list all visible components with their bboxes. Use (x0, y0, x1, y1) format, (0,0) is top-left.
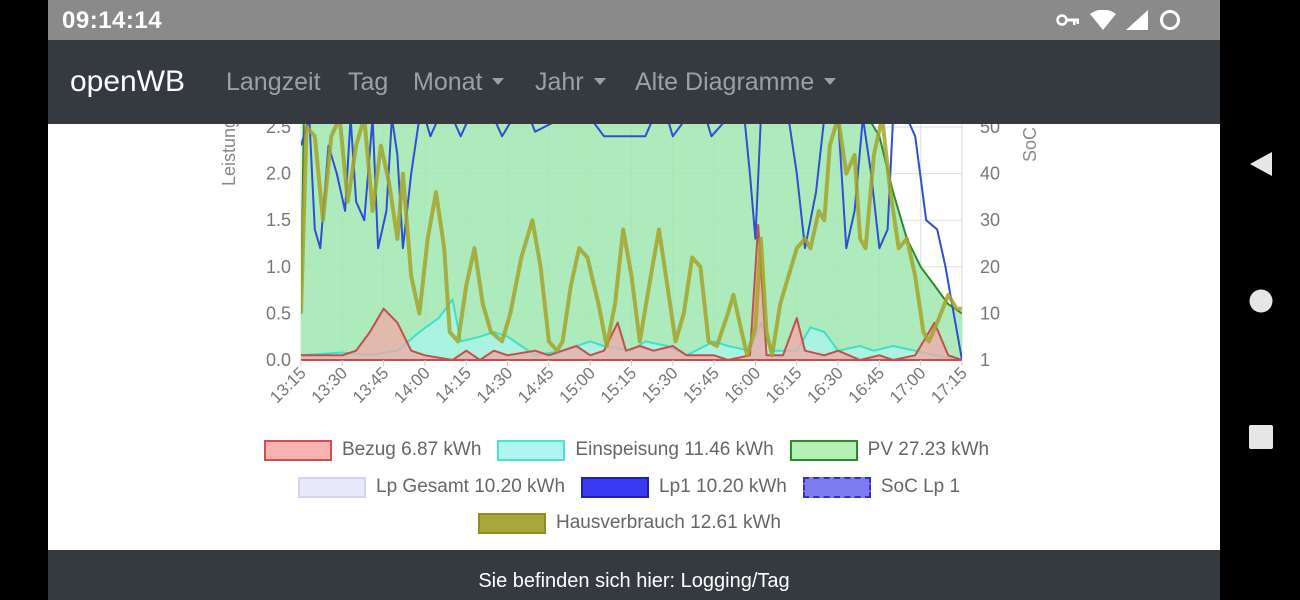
y-right-tick-label: 50 (980, 124, 1000, 137)
series-area (301, 224, 962, 360)
y-right-tick-label: 1 (980, 350, 990, 370)
legend-item-lp-gesamt[interactable]: Lp Gesamt 10.20 kWh (298, 476, 565, 498)
legend-label-soc-lp1: SoC Lp 1 (880, 476, 961, 497)
y-right-tick-label: 30 (980, 210, 1000, 230)
back-icon[interactable] (1248, 150, 1274, 178)
x-tick-label: 16:15 (762, 363, 806, 407)
legend-label-hausverbrauch: Hausverbrauch 12.61 kWh (556, 512, 781, 533)
legend-label-lp-gesamt: Lp Gesamt 10.20 kWh (376, 476, 566, 497)
recents-icon[interactable] (1248, 424, 1274, 450)
y-right-tick-label: 20 (980, 257, 1000, 277)
y-left-axis-title: Leistung [kW] (219, 124, 239, 186)
nav-tag[interactable]: Tag (348, 68, 388, 97)
x-tick-label: 13:30 (308, 363, 352, 407)
breadcrumb-text: Sie befinden sich hier: Logging/Tag (478, 570, 790, 592)
x-tick-label: 17:00 (886, 363, 930, 407)
top-navbar: openWB Langzeit Tag Monat Jahr Alte Diag… (48, 40, 1220, 124)
series-2 (301, 223, 962, 360)
app-screen: 09:14:14 openWB Langzeit Tag Monat Jahr … (48, 0, 1220, 600)
x-tick-label: 15:00 (555, 363, 599, 407)
nav-monat-label: Monat (413, 68, 483, 96)
nav-alte-diagramme-dropdown[interactable]: Alte Diagramme (635, 68, 837, 97)
legend-swatch-einspeisung (497, 439, 566, 461)
x-tick-label: 15:30 (638, 363, 682, 407)
chart-container: 0.0 0.5 1.0 1.5 2.0 2.5 1 10 20 30 40 50 Leistung [k… (48, 124, 1220, 550)
daily-chart: 0.0 0.5 1.0 1.5 2.0 2.5 1 10 20 30 40 50 Leistung [k… (219, 124, 1040, 407)
series-6 (301, 124, 962, 358)
x-tick-label: 16:30 (803, 363, 847, 407)
y-left-tick-label: 1.5 (266, 210, 291, 230)
x-tick-label: 15:45 (679, 363, 723, 407)
legend-swatch-bezug (264, 439, 332, 461)
x-tick-label: 14:30 (473, 363, 517, 407)
brand-logo[interactable]: openWB (70, 65, 186, 98)
breadcrumb-footer: Sie befinden sich hier: Logging/Tag (48, 550, 1220, 600)
status-icons (1056, 9, 1182, 31)
y-left-tick-label: 0.5 (266, 303, 291, 323)
legend-item-lp1[interactable]: Lp1 10.20 kWh (581, 476, 787, 498)
series-area (301, 124, 962, 360)
sync-icon (1160, 10, 1180, 30)
nav-jahr-dropdown[interactable]: Jahr (535, 68, 606, 97)
x-tick-label: 13:45 (349, 363, 393, 407)
vpn-key-icon (1056, 14, 1079, 26)
legend-item-einspeisung[interactable]: Einspeisung 11.46 kWh (497, 439, 774, 461)
legend-label-einspeisung: Einspeisung 11.46 kWh (575, 439, 774, 460)
series-line (301, 124, 962, 358)
x-tick-label: 16:45 (845, 363, 889, 407)
x-tick-label: 14:00 (390, 363, 434, 407)
series-line (301, 223, 962, 360)
caret-down-icon (824, 77, 837, 85)
y-left-tick-label: 1.0 (266, 257, 291, 277)
legend-item-pv[interactable]: PV 27.23 kWh (789, 439, 990, 461)
legend-swatch-pv (789, 439, 858, 461)
x-tick-label: 15:15 (597, 363, 641, 407)
legend-swatch-soc-lp1 (802, 476, 871, 498)
nav-langzeit-label: Langzeit (226, 68, 321, 96)
nav-jahr-label: Jahr (535, 68, 584, 96)
nav-alte-diagramme-label: Alte Diagramme (635, 68, 815, 96)
x-tick-label: 14:15 (432, 363, 476, 407)
legend-swatch-lp-gesamt (298, 476, 366, 498)
legend-item-hausverbrauch[interactable]: Hausverbrauch 12.61 kWh (478, 512, 781, 534)
legend-item-soc-lp1[interactable]: SoC Lp 1 (802, 476, 961, 498)
legend-swatch-lp1 (581, 476, 650, 498)
x-tick-label: 14:45 (514, 363, 558, 407)
y-right-axis-title: SoC [%] (1020, 124, 1040, 162)
y-left-tick-label: 0.0 (266, 350, 291, 370)
y-left-tick-label: 2.0 (266, 164, 291, 184)
series-area (301, 299, 962, 360)
y-right-tick-label: 10 (980, 303, 1000, 323)
android-nav-bar (1220, 0, 1300, 600)
legend-label-bezug: Bezug 6.87 kWh (342, 439, 482, 460)
nav-monat-dropdown[interactable]: Monat (413, 68, 505, 97)
x-tick-label: 16:00 (721, 363, 765, 407)
nav-tag-label: Tag (348, 68, 389, 96)
signal-icon (1126, 10, 1148, 30)
nav-langzeit[interactable]: Langzeit (226, 68, 321, 97)
status-clock: 09:14:14 (62, 7, 163, 34)
home-icon[interactable] (1248, 288, 1274, 314)
legend-swatch-hausverbrauch (478, 512, 546, 534)
legend-label-pv: PV 27.23 kWh (867, 439, 990, 460)
android-status-bar: 09:14:14 (48, 0, 1220, 40)
wifi-icon (1090, 10, 1116, 30)
y-left-tick-label: 2.5 (266, 124, 291, 137)
legend-label-lp1: Lp1 10.20 kWh (659, 476, 787, 497)
x-tick-label: 17:15 (927, 363, 971, 407)
legend-item-bezug[interactable]: Bezug 6.87 kWh (264, 439, 481, 461)
y-right-tick-label: 40 (980, 164, 1000, 184)
caret-down-icon (492, 77, 505, 85)
caret-down-icon (593, 77, 606, 85)
